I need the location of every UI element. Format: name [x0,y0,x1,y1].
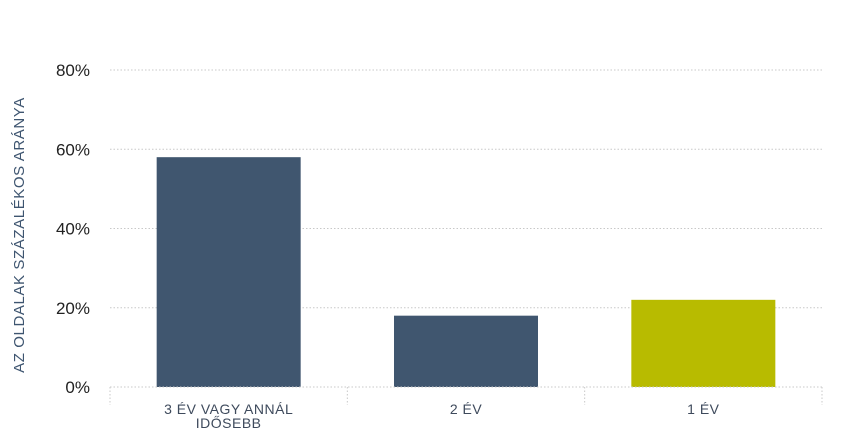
x-category-label-line: 3 ÉV VAGY ANNÁL [164,401,293,417]
x-axis [109,386,823,405]
y-tick-label: 0% [65,378,90,397]
x-category-label-line: IDŐSEBB [196,415,262,431]
y-tick-label: 20% [56,299,90,318]
x-category-label: 2 ÉV [450,401,483,417]
x-category-label-line: 1 ÉV [687,401,720,417]
x-category-label: 3 ÉV VAGY ANNÁL IDŐSEBB [164,401,293,431]
bar[interactable] [394,315,538,387]
bar[interactable] [631,299,776,387]
x-category-label-line: 2 ÉV [450,401,483,417]
bars [156,157,776,387]
x-axis-labels: 3 ÉV VAGY ANNÁL IDŐSEBB 2 ÉV 1 ÉV [164,401,720,431]
bar[interactable] [156,157,301,387]
y-tick-label: 60% [56,140,90,159]
y-axis-ticks: 0% 20% 40% 60% 80% [56,61,90,397]
x-category-label: 1 ÉV [687,401,720,417]
y-axis-title: AZ OLDALAK SZÁZALÉKOS ARÁNYA [11,97,28,373]
y-tick-label: 40% [56,220,90,239]
y-tick-label: 80% [56,61,90,80]
